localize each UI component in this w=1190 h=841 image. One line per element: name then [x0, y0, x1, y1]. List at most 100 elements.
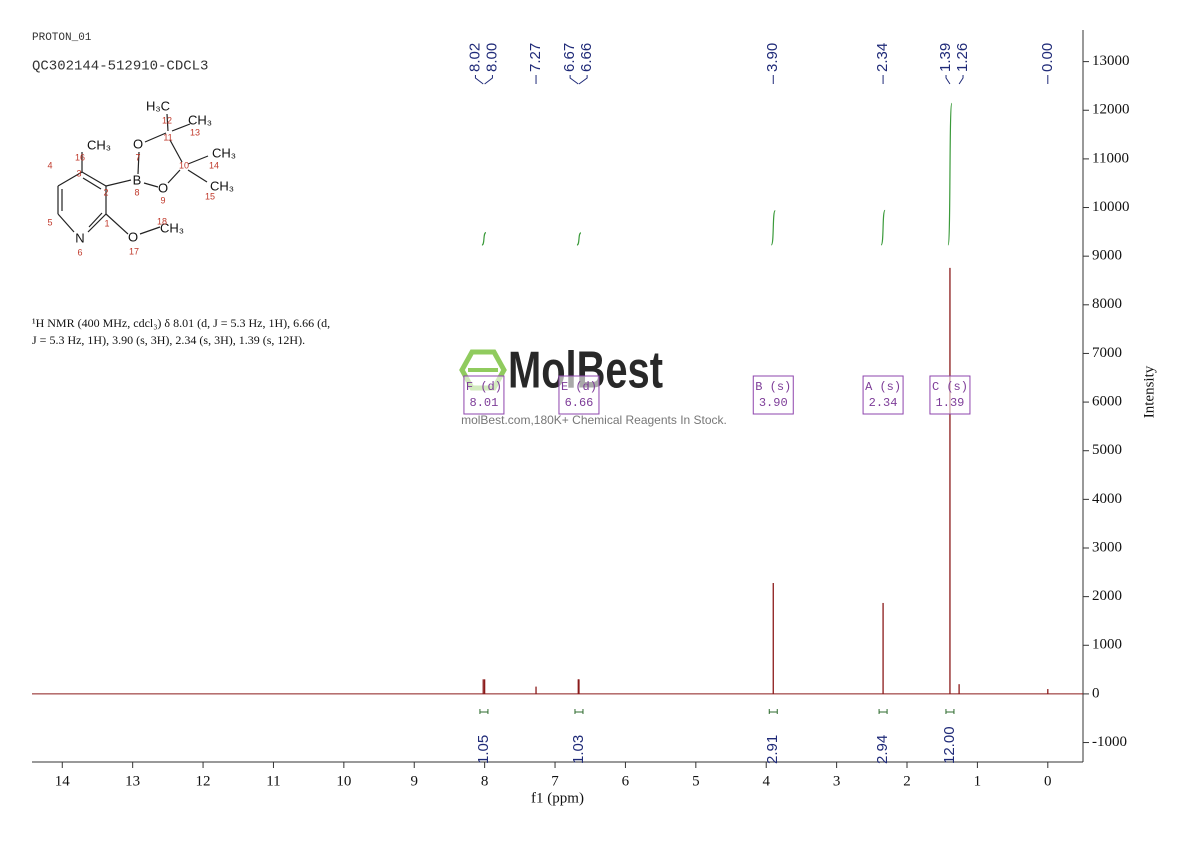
multiplet-shift: 1.39	[936, 396, 965, 410]
watermark-text: molBest.com,180K+ Chemical Reagents In S…	[461, 413, 727, 427]
x-tick-label: 7	[551, 773, 559, 789]
atom-label: O	[133, 136, 143, 151]
structure-bonds	[57, 113, 209, 235]
integral-curve	[880, 209, 886, 246]
multiplet-label: B (s)	[755, 380, 791, 394]
peak-label-connector	[484, 75, 493, 85]
multiplet-box	[558, 375, 600, 415]
experiment-name: PROTON_01	[32, 32, 92, 44]
peak-label-connector	[569, 75, 579, 85]
multiplet-shift: 2.34	[869, 396, 898, 410]
atom-number: 17	[129, 246, 139, 256]
multiplet-shift: 3.90	[759, 396, 788, 410]
atom-label: CH₃	[188, 112, 212, 127]
x-tick-label: 11	[266, 773, 280, 789]
atom-number: 2	[103, 187, 108, 197]
x-tick-label: 5	[692, 773, 700, 789]
x-axis-label: f1 (ppm)	[531, 790, 584, 806]
x-tick-label: 12	[196, 773, 211, 789]
y-tick-label: 1000	[1092, 637, 1122, 653]
multiplet-shift: 6.66	[565, 396, 594, 410]
multiplet-label: A (s)	[865, 380, 901, 394]
peak-label-connector	[474, 75, 484, 85]
y-tick-label: 4000	[1092, 491, 1122, 507]
atom-number: 15	[205, 191, 215, 201]
atom-label: CH₃	[210, 178, 234, 193]
multiplet-box	[929, 375, 971, 415]
peak-label-connector	[578, 75, 588, 85]
description-line: ¹H NMR (400 MHz, cdcl₃) δ 8.01 (d, J = 5…	[32, 316, 330, 330]
y-tick-label: -1000	[1092, 734, 1127, 750]
multiplet-box	[862, 375, 904, 415]
integral-bracket	[945, 709, 955, 714]
integral-bracket	[878, 709, 888, 714]
x-tick-label: 2	[903, 773, 911, 789]
y-tick-label: 11000	[1092, 150, 1129, 166]
peak-label-connector	[958, 75, 964, 85]
atom-label: O	[158, 180, 168, 195]
peak-label-connector	[945, 75, 951, 85]
atom-number: 18	[157, 216, 167, 226]
peak-label: 2.34	[874, 43, 891, 72]
atom-label: H₃C	[146, 98, 170, 113]
integral-curve	[481, 232, 487, 246]
atom-label: CH₃	[87, 137, 111, 152]
x-tick-label: 10	[336, 773, 351, 789]
x-tick-label: 14	[55, 773, 71, 789]
peak-label: 7.27	[527, 43, 544, 72]
y-tick-label: 7000	[1092, 345, 1122, 361]
atom-number: 6	[77, 247, 82, 257]
integral-label: 1.03	[570, 735, 587, 764]
peak-label: 1.39	[937, 43, 954, 72]
integral-bracket	[768, 709, 778, 714]
peak-label: 8.02	[466, 43, 483, 72]
atom-label: N	[75, 230, 84, 245]
peak-label: 3.90	[764, 43, 781, 72]
atom-number: 16	[75, 152, 85, 162]
sample-name: QC302144-512910-CDCL3	[32, 59, 208, 75]
peak-label: 1.26	[954, 43, 971, 72]
integral-bracket	[574, 709, 584, 714]
peak-label: 6.67	[561, 43, 578, 72]
x-tick-label: 6	[622, 773, 630, 789]
y-tick-label: 0	[1092, 685, 1100, 701]
multiplet-label: E (d)	[561, 380, 597, 394]
multiplet-label: F (d)	[466, 380, 502, 394]
description-line: J = 5.3 Hz, 1H), 3.90 (s, 3H), 2.34 (s, …	[32, 333, 305, 347]
y-tick-label: 3000	[1092, 539, 1122, 555]
peak-label: 0.00	[1039, 43, 1056, 72]
x-tick-label: 4	[762, 773, 770, 789]
atom-number: 8	[134, 187, 139, 197]
y-tick-label: 8000	[1092, 296, 1122, 312]
x-tick-label: 13	[125, 773, 140, 789]
peak-label: 8.00	[483, 43, 500, 72]
atom-number: 11	[163, 132, 172, 142]
y-tick-label: 2000	[1092, 588, 1122, 604]
atom-number: 3	[76, 168, 81, 178]
peak-label: 6.66	[578, 43, 595, 72]
x-tick-label: 3	[833, 773, 841, 789]
atom-number: 13	[190, 127, 200, 137]
atom-number: 9	[160, 195, 165, 205]
integral-label: 12.00	[941, 726, 958, 764]
integral-label: 1.05	[475, 735, 492, 764]
atom-number: 10	[179, 160, 189, 170]
x-tick-label: 0	[1044, 773, 1052, 789]
y-tick-label: 6000	[1092, 394, 1122, 410]
multiplet-label: C (s)	[932, 380, 968, 394]
x-tick-label: 1	[974, 773, 982, 789]
atom-number: 12	[162, 115, 172, 125]
atom-number: 14	[209, 160, 219, 170]
atom-number: 5	[47, 217, 52, 227]
y-tick-label: 10000	[1092, 199, 1130, 215]
integral-curve	[947, 102, 953, 246]
multiplet-box	[463, 375, 505, 415]
y-axis-label: Intensity	[1141, 365, 1157, 418]
y-tick-label: 5000	[1092, 442, 1122, 458]
integral-curve	[770, 210, 776, 246]
integral-curve	[576, 232, 582, 246]
x-tick-label: 8	[481, 773, 489, 789]
